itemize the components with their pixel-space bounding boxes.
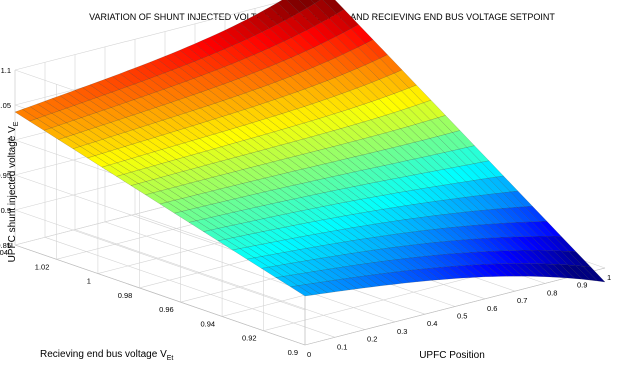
z-tick-label: 0.95 [0,171,11,180]
surface [14,0,606,297]
y-tick-label: 0.94 [200,319,215,328]
surface-patch [582,266,606,283]
z-tick-label: 0.85 [0,241,11,250]
z-tick-label: 1.05 [0,101,11,110]
x-tick-label: 0.8 [547,288,557,297]
y-tick-label: 0.96 [159,305,174,314]
wall-grid-line-z [14,209,306,311]
x-tick-label: 0.3 [397,327,407,336]
x-axis-label: UPFC Position [419,350,485,361]
x-tick-label: 0.6 [487,304,497,313]
x-tick-label: 0.2 [367,335,377,344]
y-axis-label-text: Recieving end bus voltage V [40,349,167,360]
x-axis-line [304,267,606,346]
z-tick-label: 0.9 [1,206,11,215]
z-axis-label: UPFC shunt injected voltage VE [7,121,20,262]
z-axis-label-subscript: E [13,121,20,126]
wall-grid-line-z [14,0,289,71]
tick-labels: 0 0.1 0.2 0.3 0.4 0.5 0.6 0.7 0.8 0.9 1 0.9 0.92 0.94… [0,66,611,359]
floor-grid-line-x [104,221,396,323]
y-tick-label: 1.02 [35,262,50,271]
z-axis-label-text: UPFC shunt injected voltage V [7,126,18,263]
y-axis-line [14,244,306,346]
y-axis-label-subscript: Et [167,355,174,362]
y-tick-label: 0.92 [242,334,257,343]
x-tick-label: 1 [607,273,611,282]
x-tick-label: 0.9 [577,281,587,290]
x-tick-label: 0.4 [427,319,437,328]
floor-grid-line-x [74,229,366,330]
y-tick-label: 0.9 [288,348,298,357]
floor-grid-line-x [44,237,336,338]
x-tick-label: 0.5 [457,312,467,321]
y-tick-label: 1.04 [0,248,8,257]
x-tick-label: 0.1 [337,342,347,351]
x-tick-label: 0.7 [517,296,527,305]
x-tick-label: 0 [307,350,311,359]
y-axis-label: Recieving end bus voltage VEt [40,349,173,362]
y-tick-label: 0.98 [118,291,133,300]
z-tick-label: 1 [7,136,11,145]
y-tick-label: 1 [87,277,91,286]
z-tick-label: 1.1 [1,66,11,75]
